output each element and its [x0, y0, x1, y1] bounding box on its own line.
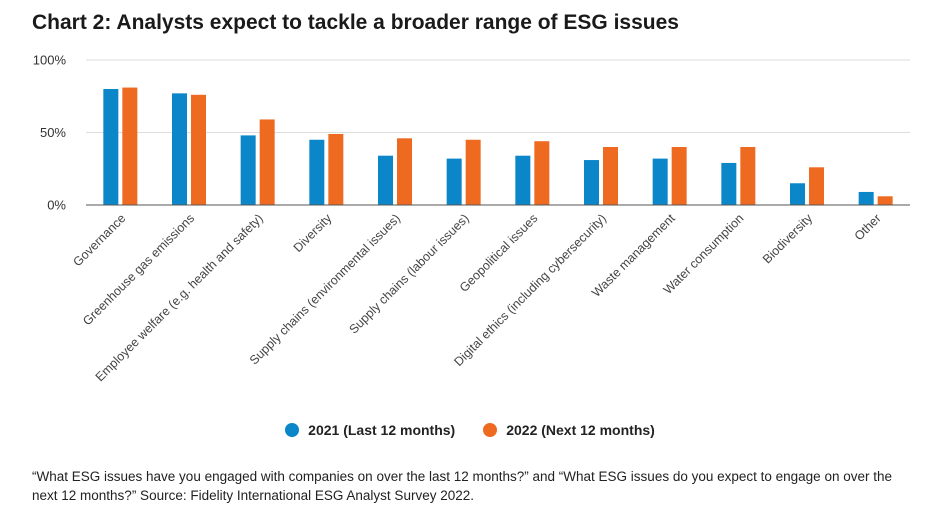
y-tick-label: 50% — [40, 125, 66, 140]
y-axis-ticks: 0% 50% 100% — [33, 53, 67, 213]
y-tick-label: 0% — [47, 198, 66, 213]
bar-2022 — [122, 87, 138, 205]
x-category-label: Supply chains (labour issues) — [346, 211, 471, 336]
legend-item-2022: 2022 (Next 12 months) — [483, 422, 655, 438]
gridlines — [86, 59, 910, 133]
x-category-label: Diversity — [291, 211, 335, 255]
bar-2022 — [809, 167, 824, 205]
bar-2022 — [191, 94, 206, 205]
x-category-label: Greenhouse gas emissions — [80, 211, 197, 328]
bar-2021 — [515, 155, 531, 205]
x-category-label: Governance — [70, 211, 128, 269]
x-category-label: Digital ethics (including cybersecurity) — [451, 211, 609, 369]
legend-item-2021: 2021 (Last 12 months) — [285, 422, 455, 438]
bar-2021 — [584, 160, 599, 205]
legend-label-2022: 2022 (Next 12 months) — [506, 422, 655, 438]
x-category-label: Biodiversity — [760, 211, 816, 267]
bar-2022 — [397, 138, 412, 205]
bar-2021 — [721, 162, 737, 205]
source-footnote: “What ESG issues have you engaged with c… — [32, 469, 892, 503]
bar-2021 — [652, 158, 668, 205]
y-tick-label: 100% — [33, 53, 67, 68]
bar-2021 — [378, 155, 393, 205]
x-category-label: Other — [852, 211, 884, 243]
bar-2022 — [465, 139, 481, 205]
bar-2021 — [446, 158, 462, 205]
legend-swatch-2021 — [285, 423, 300, 437]
bar-2022 — [740, 147, 756, 205]
legend-swatch-2022 — [483, 423, 498, 437]
bar-2021 — [309, 139, 325, 205]
bar-2022 — [603, 147, 618, 205]
bar-2021 — [172, 93, 187, 205]
bar-2022 — [259, 119, 275, 205]
bar-2021 — [103, 89, 119, 205]
bar-2021 — [790, 183, 805, 205]
bar-2022 — [877, 196, 893, 205]
x-category-label: Supply chains (environmental issues) — [247, 211, 403, 367]
bar-2021 — [858, 191, 874, 205]
bar-2022 — [671, 147, 687, 205]
chart-title: Chart 2: Analysts expect to tackle a bro… — [32, 11, 679, 34]
bar-2021 — [240, 135, 256, 205]
legend: 2021 (Last 12 months) 2022 (Next 12 mont… — [0, 422, 940, 438]
bar-2022 — [534, 141, 550, 205]
legend-label-2021: 2021 (Last 12 months) — [308, 422, 456, 438]
bars — [103, 87, 893, 205]
bar-2022 — [328, 133, 344, 205]
